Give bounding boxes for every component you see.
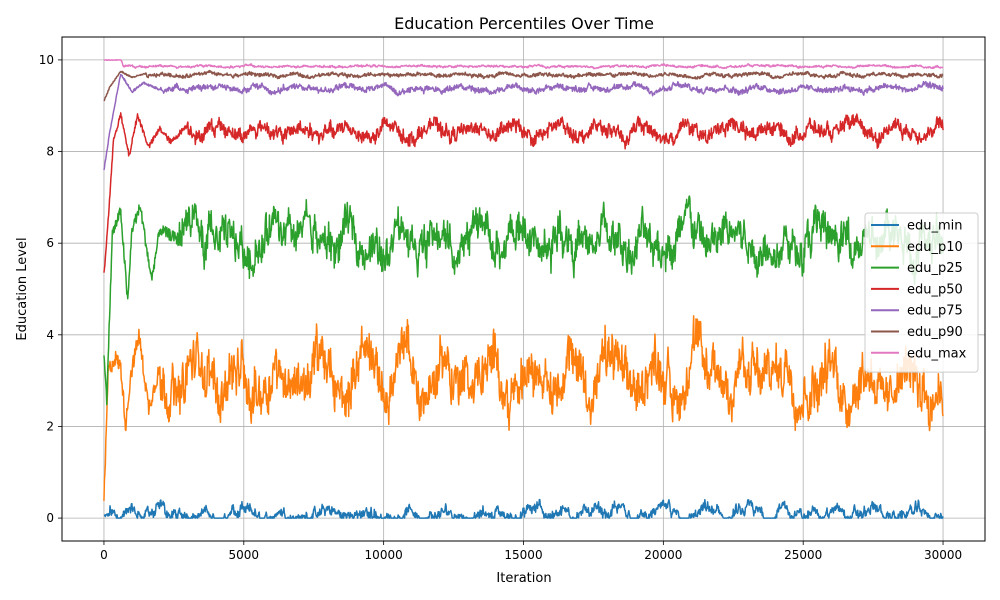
x-tick-label: 30000 — [924, 548, 962, 562]
x-tick-label: 0 — [100, 548, 108, 562]
legend-entry: edu_p75 — [907, 304, 963, 319]
x-tick-label: 20000 — [644, 548, 682, 562]
x-tick-label: 25000 — [784, 548, 822, 562]
series-line-edu-p75 — [103, 73, 944, 171]
series-line-edu-p25 — [103, 195, 944, 406]
y-tick-label: 2 — [46, 419, 54, 433]
y-axis-ticks: 0 2 4 6 8 10 — [39, 53, 62, 525]
y-tick-label: 6 — [46, 236, 54, 250]
series-lines — [103, 59, 944, 519]
x-tick-label: 15000 — [504, 548, 542, 562]
x-tick-label: 5000 — [229, 548, 260, 562]
y-tick-label: 4 — [46, 328, 54, 342]
legend-entry: edu_p25 — [907, 261, 963, 276]
y-tick-label: 8 — [46, 145, 54, 159]
y-tick-label: 10 — [39, 53, 54, 67]
legend-entry: edu_min — [907, 219, 963, 234]
legend-entry: edu_p50 — [907, 282, 963, 297]
legend-entry: edu_max — [907, 346, 967, 361]
x-axis-ticks: 0 5000 10000 15000 20000 25000 30000 — [100, 541, 962, 562]
legend: edu_min edu_p10 edu_p25 edu_p50 edu_p75 edu_p… — [864, 212, 979, 373]
chart-title: Education Percentiles Over Time — [394, 14, 654, 33]
series-line-edu-p90 — [103, 69, 944, 102]
y-axis-label: Education Level — [15, 237, 30, 340]
x-tick-label: 10000 — [365, 548, 403, 562]
y-tick-label: 0 — [46, 511, 54, 525]
grid-lines — [62, 37, 985, 541]
series-line-edu-p50 — [103, 112, 944, 273]
legend-entry: edu_p10 — [907, 240, 963, 255]
series-line-edu-min — [103, 498, 944, 519]
series-line-edu-max — [103, 59, 944, 70]
legend-entry: edu_p90 — [907, 325, 963, 340]
series-line-edu-p10 — [103, 315, 944, 501]
x-axis-label: Iteration — [496, 571, 551, 586]
